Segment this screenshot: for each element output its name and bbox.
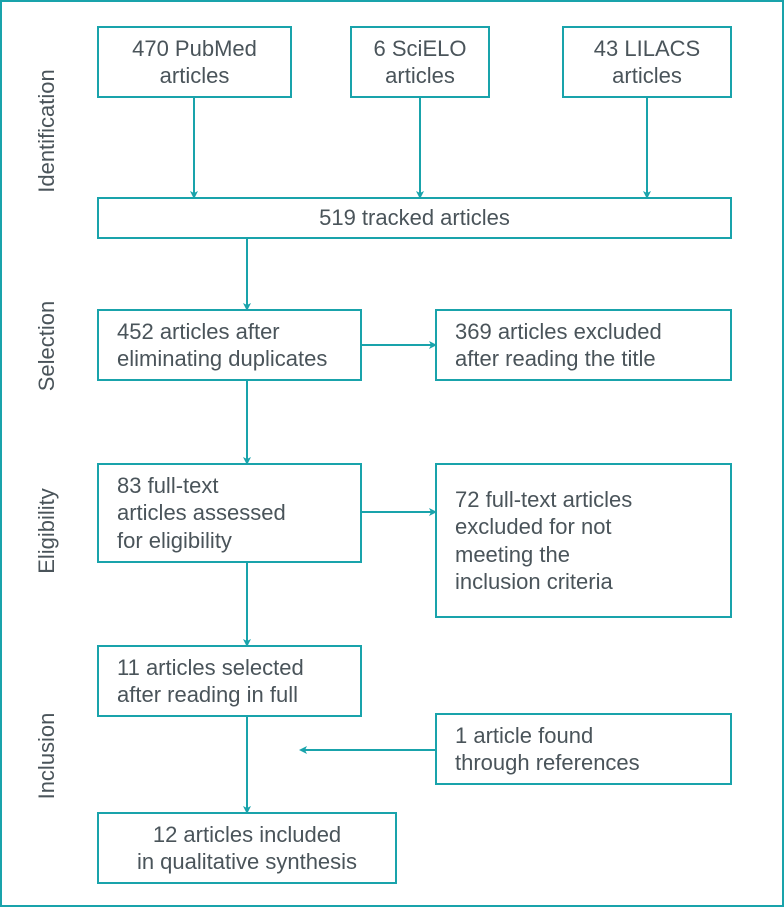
- node-excl1: 369 articles excludedafter reading the t…: [435, 309, 732, 381]
- node-lilacs: 43 LILACSarticles: [562, 26, 732, 98]
- node-ref1: 1 article foundthrough references: [435, 713, 732, 785]
- flowchart-canvas: Identification Selection Eligibility Inclus…: [0, 0, 784, 907]
- node-text: 43 LILACSarticles: [594, 35, 700, 90]
- node-text: 369 articles excludedafter reading the t…: [455, 318, 662, 373]
- node-text: 6 SciELOarticles: [374, 35, 467, 90]
- node-text: 12 articles includedin qualitative synth…: [137, 821, 357, 876]
- node-eleven: 11 articles selectedafter reading in ful…: [97, 645, 362, 717]
- stage-label-inclusion: Inclusion: [34, 696, 60, 816]
- node-fulltext: 83 full-textarticles assessedfor eligibi…: [97, 463, 362, 563]
- node-pubmed: 470 PubMedarticles: [97, 26, 292, 98]
- node-text: 470 PubMedarticles: [132, 35, 257, 90]
- stage-label-identification: Identification: [34, 31, 60, 231]
- node-text: 72 full-text articlesexcluded for notmee…: [455, 486, 632, 596]
- node-dedup: 452 articles aftereliminating duplicates: [97, 309, 362, 381]
- node-text: 11 articles selectedafter reading in ful…: [117, 654, 304, 709]
- node-scielo: 6 SciELOarticles: [350, 26, 490, 98]
- node-text: 452 articles aftereliminating duplicates: [117, 318, 327, 373]
- node-excl2: 72 full-text articlesexcluded for notmee…: [435, 463, 732, 618]
- stage-label-eligibility: Eligibility: [34, 471, 60, 591]
- node-text: 519 tracked articles: [319, 204, 510, 232]
- node-text: 83 full-textarticles assessedfor eligibi…: [117, 472, 286, 555]
- stage-label-selection: Selection: [34, 286, 60, 406]
- node-text: 1 article foundthrough references: [455, 722, 640, 777]
- node-tracked: 519 tracked articles: [97, 197, 732, 239]
- node-twelve: 12 articles includedin qualitative synth…: [97, 812, 397, 884]
